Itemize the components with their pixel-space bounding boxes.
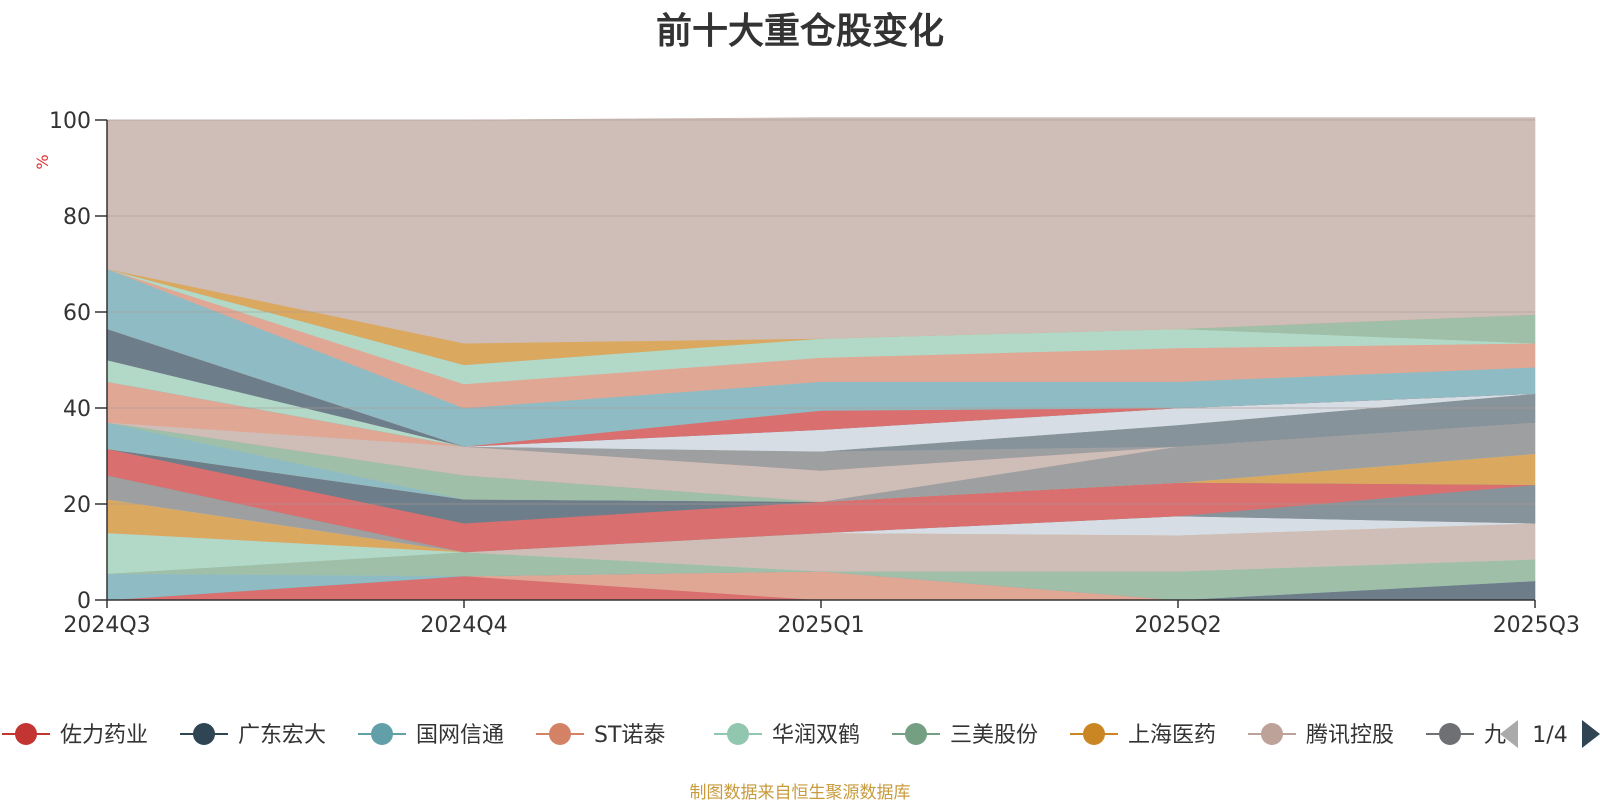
gridlines — [107, 119, 1535, 505]
legend-marker — [15, 723, 37, 745]
legend-item-8[interactable]: 腾讯控股 — [1248, 723, 1394, 748]
legend-label: 腾讯控股 — [1306, 723, 1394, 748]
y-tick-label-20: 20 — [63, 493, 91, 518]
area-layers — [106, 117, 1536, 601]
y-tick-label-40: 40 — [63, 397, 91, 422]
legend-label: ST诺泰 — [594, 723, 665, 748]
x-tick-labels: 2024Q3 2024Q4 2025Q1 2025Q2 2025Q3 — [63, 613, 1580, 638]
legend-label: 九 — [1484, 723, 1506, 748]
y-tick-label-80: 80 — [63, 205, 91, 230]
area-series-31 — [106, 117, 1536, 344]
legend-label: 佐力药业 — [60, 723, 148, 748]
legend-label: 国网信通 — [416, 723, 504, 748]
legend-item-4[interactable]: ST诺泰 — [536, 723, 665, 748]
legend-item-6[interactable]: 三美股份 — [892, 723, 1038, 748]
legend-item-3[interactable]: 国网信通 — [358, 723, 504, 748]
legend-item-9[interactable]: 九 — [1426, 723, 1506, 748]
y-tick-label-0: 0 — [77, 589, 91, 614]
y-tick-label-100: 100 — [49, 109, 91, 134]
axes — [95, 119, 1536, 608]
legend-label: 三美股份 — [950, 723, 1038, 748]
legend-label: 华润双鹤 — [772, 723, 860, 748]
chart-title: 前十大重仓股变化 — [655, 11, 944, 52]
legend-label: 上海医药 — [1128, 723, 1216, 748]
legend-marker — [549, 723, 571, 745]
legend-marker — [1261, 723, 1283, 745]
x-tick-label-2: 2024Q4 — [420, 613, 507, 638]
legend-next-icon[interactable] — [1582, 720, 1600, 748]
y-tick-label-60: 60 — [63, 301, 91, 326]
legend-marker — [905, 723, 927, 745]
legend-page-indicator: 1/4 — [1532, 723, 1567, 748]
y-axis-unit-label: % — [33, 154, 52, 169]
legend-item-1[interactable]: 佐力药业 — [2, 723, 148, 748]
x-tick-label-4: 2025Q2 — [1134, 613, 1221, 638]
legend-marker — [1083, 723, 1105, 745]
legend-item-7[interactable]: 上海医药 — [1070, 723, 1216, 748]
legend-marker — [371, 723, 393, 745]
legend-marker — [1439, 723, 1461, 745]
x-tick-label-1: 2024Q3 — [63, 613, 150, 638]
x-tick-label-3: 2025Q1 — [777, 613, 864, 638]
legend-item-2[interactable]: 广东宏大 — [180, 723, 326, 748]
legend-label: 广东宏大 — [238, 723, 326, 748]
x-tick-label-5: 2025Q3 — [1493, 613, 1580, 638]
source-note: 制图数据来自恒生聚源数据库 — [689, 783, 911, 803]
legend-prev-icon[interactable] — [1500, 720, 1518, 748]
legend-marker — [193, 723, 215, 745]
legend: 佐力药业 广东宏大 国网信通 ST诺泰 华润双鹤 三美股份 上海医药 腾讯控股 九 1/4 — [2, 720, 1600, 748]
legend-item-5[interactable]: 华润双鹤 — [714, 723, 860, 748]
legend-marker — [727, 723, 749, 745]
y-tick-labels: 0 20 40 60 80 100 — [49, 109, 91, 614]
